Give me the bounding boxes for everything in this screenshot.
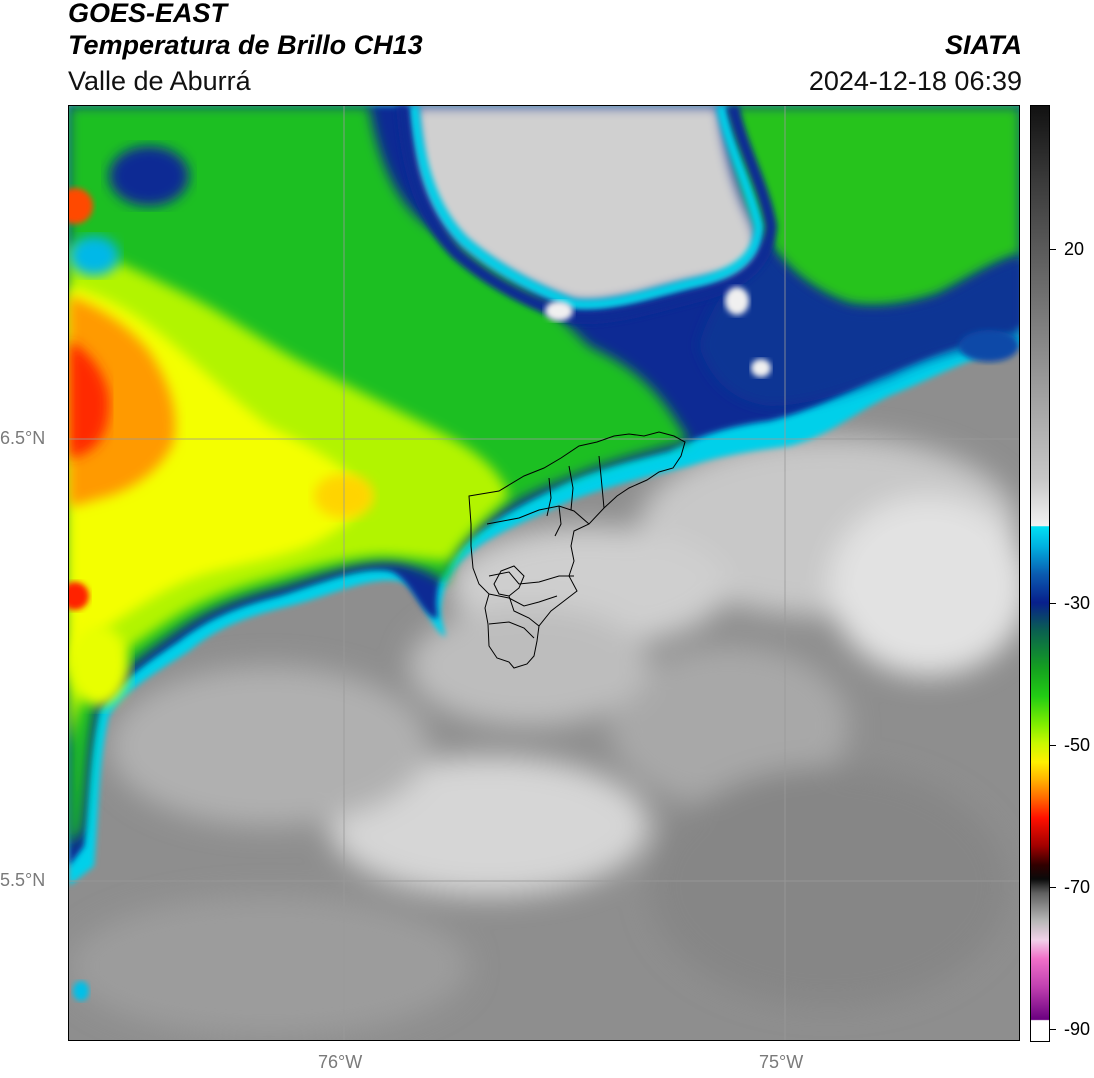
colorbar: [1030, 105, 1050, 1042]
header-left: GOES-EAST Temperatura de Brillo CH13 Val…: [68, 0, 423, 98]
cyan-spot-east: [959, 330, 1019, 362]
cb-label-minus30: -30: [1064, 593, 1091, 613]
blue-blob-nw: [109, 146, 189, 206]
white-spot-2: [725, 287, 749, 315]
cb-tick-minus30: [1050, 603, 1056, 604]
map-canvas: [69, 106, 1019, 1040]
cyan-blob-nw: [69, 236, 119, 276]
product-title: Temperatura de Brillo CH13: [68, 30, 423, 60]
coldest-red-nw: [69, 188, 93, 224]
cb-tick-minus70: [1050, 887, 1056, 888]
coldest-red: [69, 341, 110, 458]
cb-tick-20: [1050, 249, 1056, 250]
cb-label-20: 20: [1064, 239, 1085, 259]
cb-tick-minus90: [1050, 1029, 1056, 1030]
lon-label-76w: 76°W: [318, 1052, 363, 1072]
cb-tick-minus50: [1050, 745, 1056, 746]
colorbar-gradient: [1031, 106, 1049, 1041]
satellite-map[interactable]: [68, 105, 1020, 1041]
cold-cloud-green-ne: [729, 106, 1019, 308]
cold-cloud-blue-ne: [699, 246, 1019, 406]
municipal-boundaries: [468, 431, 686, 669]
timestamp: 2024-12-18 06:39: [808, 66, 1022, 96]
header: GOES-EAST Temperatura de Brillo CH13 Val…: [68, 0, 1028, 104]
white-spot-1: [545, 301, 573, 321]
header-right: . SIATA 2024-12-18 06:39: [809, 0, 1022, 98]
clear-patch-north-cyan: [409, 106, 765, 310]
region-subtitle: Valle de Aburrá: [68, 66, 251, 96]
yellow-spot-sw: [69, 626, 129, 706]
white-spot-3: [751, 359, 771, 377]
cyan-spot-se: [73, 981, 89, 1001]
lon-label-75w: 75°W: [759, 1052, 804, 1072]
agency-title: SIATA: [945, 30, 1022, 60]
gridlines: [69, 106, 1019, 1040]
cb-label-minus70: -70: [1064, 877, 1091, 897]
lat-label-5-5n: 5.5°N: [0, 870, 46, 890]
lat-label-6-5n: 6.5°N: [0, 428, 46, 448]
clear-patch-north-blue: [396, 106, 778, 325]
coldest-red-sw: [69, 582, 89, 610]
coldest-orange: [69, 296, 176, 506]
cb-label-minus50: -50: [1064, 735, 1091, 755]
satellite-title: GOES-EAST: [68, 0, 228, 28]
cb-label-minus90: -90: [1064, 1019, 1091, 1039]
clear-patch-north: [414, 106, 758, 304]
